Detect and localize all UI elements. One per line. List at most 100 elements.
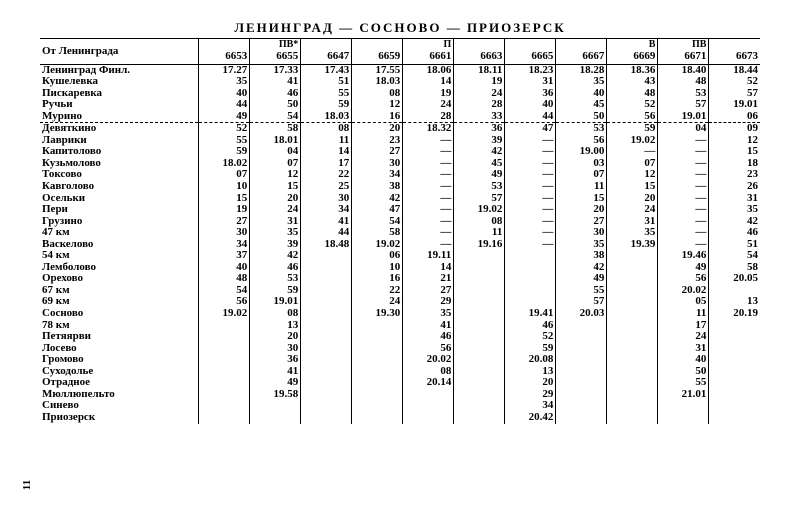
time-cell: 50 (556, 111, 607, 123)
time-cell: 50 (250, 99, 301, 111)
time-cell: 49 (454, 169, 505, 181)
time-cell (199, 320, 250, 332)
time-cell (607, 262, 658, 274)
time-cell (505, 250, 556, 262)
time-cell: — (505, 169, 556, 181)
time-cell: 18.02 (199, 158, 250, 170)
train-number: 6653 (199, 50, 250, 64)
time-cell: 19.02 (607, 135, 658, 147)
time-cell (352, 343, 403, 355)
time-cell: 40 (556, 88, 607, 100)
time-cell: 52 (709, 76, 760, 88)
time-cell: 30 (352, 158, 403, 170)
time-cell: 42 (454, 146, 505, 158)
time-cell: 08 (454, 216, 505, 228)
station-name: Громово (40, 354, 199, 366)
time-cell: 35 (556, 76, 607, 88)
time-cell: 17.27 (199, 64, 250, 76)
route-title: ЛЕНИНГРАД — СОСНОВО — ПРИОЗЕРСК (40, 20, 760, 36)
time-cell: 26 (709, 181, 760, 193)
time-cell: 13 (505, 366, 556, 378)
station-name: Ленинград Финл. (40, 64, 199, 76)
time-cell: — (403, 169, 454, 181)
time-cell: 12 (250, 169, 301, 181)
time-cell (199, 331, 250, 343)
time-cell: 11 (658, 308, 709, 320)
time-cell: 20.03 (556, 308, 607, 320)
time-cell (505, 285, 556, 297)
time-cell: 47 (352, 204, 403, 216)
time-cell (607, 296, 658, 308)
time-cell: 04 (658, 123, 709, 135)
time-cell (556, 377, 607, 389)
time-cell: 59 (505, 343, 556, 355)
time-cell: 53 (658, 88, 709, 100)
time-cell: 20.08 (505, 354, 556, 366)
time-cell: 22 (301, 169, 352, 181)
time-cell: 41 (250, 366, 301, 378)
time-cell: 54 (199, 285, 250, 297)
time-cell: 18 (709, 158, 760, 170)
time-cell: — (658, 169, 709, 181)
time-cell: 55 (556, 285, 607, 297)
time-cell: 49 (250, 377, 301, 389)
time-cell: 24 (352, 296, 403, 308)
time-cell: 12 (352, 99, 403, 111)
time-cell: 28 (454, 99, 505, 111)
time-cell (709, 412, 760, 424)
time-cell: 55 (301, 88, 352, 100)
time-cell: 46 (505, 320, 556, 332)
time-cell (505, 262, 556, 274)
time-cell (352, 412, 403, 424)
time-cell (403, 412, 454, 424)
time-cell: 19.01 (709, 99, 760, 111)
time-cell: 36 (250, 354, 301, 366)
train-number: 6659 (352, 50, 403, 64)
time-cell: 19.02 (454, 204, 505, 216)
time-cell: 28 (403, 111, 454, 123)
time-cell (352, 354, 403, 366)
time-cell (556, 389, 607, 401)
time-cell: 57 (658, 99, 709, 111)
station-name: Приозерск (40, 412, 199, 424)
time-cell: — (658, 181, 709, 193)
station-name: Петяярви (40, 331, 199, 343)
time-cell: 08 (352, 88, 403, 100)
time-cell (658, 412, 709, 424)
time-cell (301, 296, 352, 308)
time-cell (301, 285, 352, 297)
time-cell (454, 343, 505, 355)
train-number: 6671 (658, 50, 709, 64)
time-cell (454, 354, 505, 366)
time-cell: 13 (709, 296, 760, 308)
time-cell: 20 (505, 377, 556, 389)
time-cell: 18.40 (658, 64, 709, 76)
time-cell: 27 (199, 216, 250, 228)
time-cell (454, 308, 505, 320)
time-cell: 18.48 (301, 239, 352, 251)
time-cell: 23 (352, 135, 403, 147)
station-name: Васкелово (40, 239, 199, 251)
time-cell: 24 (454, 88, 505, 100)
time-cell (454, 320, 505, 332)
station-name: Синево (40, 400, 199, 412)
time-cell: 19.39 (607, 239, 658, 251)
time-cell (454, 273, 505, 285)
time-cell: 44 (301, 227, 352, 239)
train-category: ПВ (658, 39, 709, 51)
time-cell (199, 366, 250, 378)
station-name: Кавголово (40, 181, 199, 193)
time-cell (352, 320, 403, 332)
time-cell: 35 (607, 227, 658, 239)
time-cell: 58 (709, 262, 760, 274)
time-cell (454, 285, 505, 297)
time-cell: 53 (454, 181, 505, 193)
time-cell: 35 (250, 227, 301, 239)
time-cell: 56 (658, 273, 709, 285)
time-cell: 46 (403, 331, 454, 343)
time-cell: — (658, 216, 709, 228)
station-name: Пери (40, 204, 199, 216)
train-category (454, 39, 505, 51)
time-cell: 14 (301, 146, 352, 158)
time-cell: 34 (352, 169, 403, 181)
